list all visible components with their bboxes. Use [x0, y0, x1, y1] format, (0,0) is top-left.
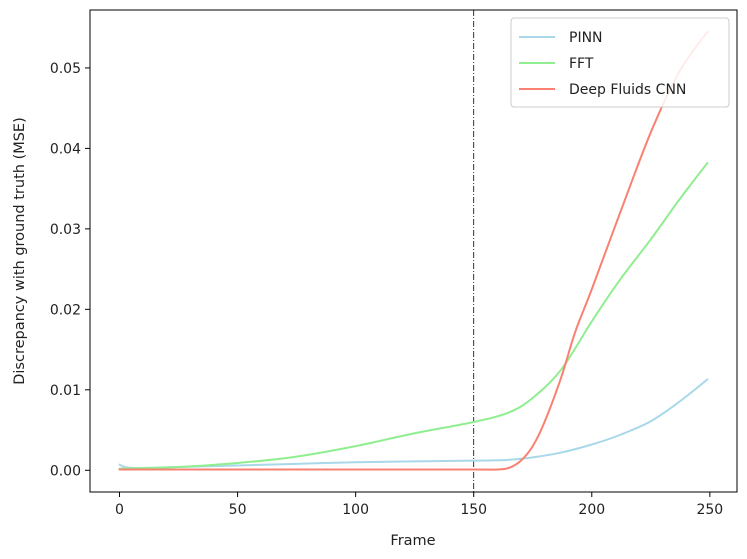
y-axis-ticks: 0.00 0.01 0.02 0.03 0.04 0.05: [50, 61, 90, 479]
y-tick-label: 0.00: [50, 463, 81, 479]
series-line-deep-fluids-cnn: [118, 30, 709, 471]
series-line-pinn: [118, 378, 709, 469]
y-tick-label: 0.01: [50, 383, 81, 399]
legend: PINN FFT Deep Fluids CNN: [510, 17, 730, 108]
x-tick-label: 50: [229, 502, 247, 518]
x-tick-label: 100: [342, 502, 369, 518]
legend-box: [510, 17, 730, 108]
x-tick-label: 0: [115, 502, 124, 518]
plot-area-frame: [89, 9, 738, 493]
y-tick-label: 0.04: [50, 141, 81, 157]
x-tick-label: 250: [696, 502, 723, 518]
x-tick-label: 150: [460, 502, 487, 518]
y-tick-label: 0.02: [50, 302, 81, 318]
x-axis-label: Frame: [390, 533, 435, 549]
y-tick-label: 0.05: [50, 61, 81, 77]
x-tick-label: 200: [578, 502, 605, 518]
legend-label: Deep Fluids CNN: [569, 82, 686, 98]
series-line-fft: [118, 161, 709, 470]
legend-label: FFT: [569, 56, 594, 72]
series-lines: [118, 30, 709, 471]
y-tick-label: 0.03: [50, 222, 81, 238]
y-axis-label: Discrepancy with ground truth (MSE): [12, 117, 28, 385]
legend-label: PINN: [569, 30, 603, 46]
x-axis-ticks: 0 50 100 150 200 250: [115, 492, 723, 518]
